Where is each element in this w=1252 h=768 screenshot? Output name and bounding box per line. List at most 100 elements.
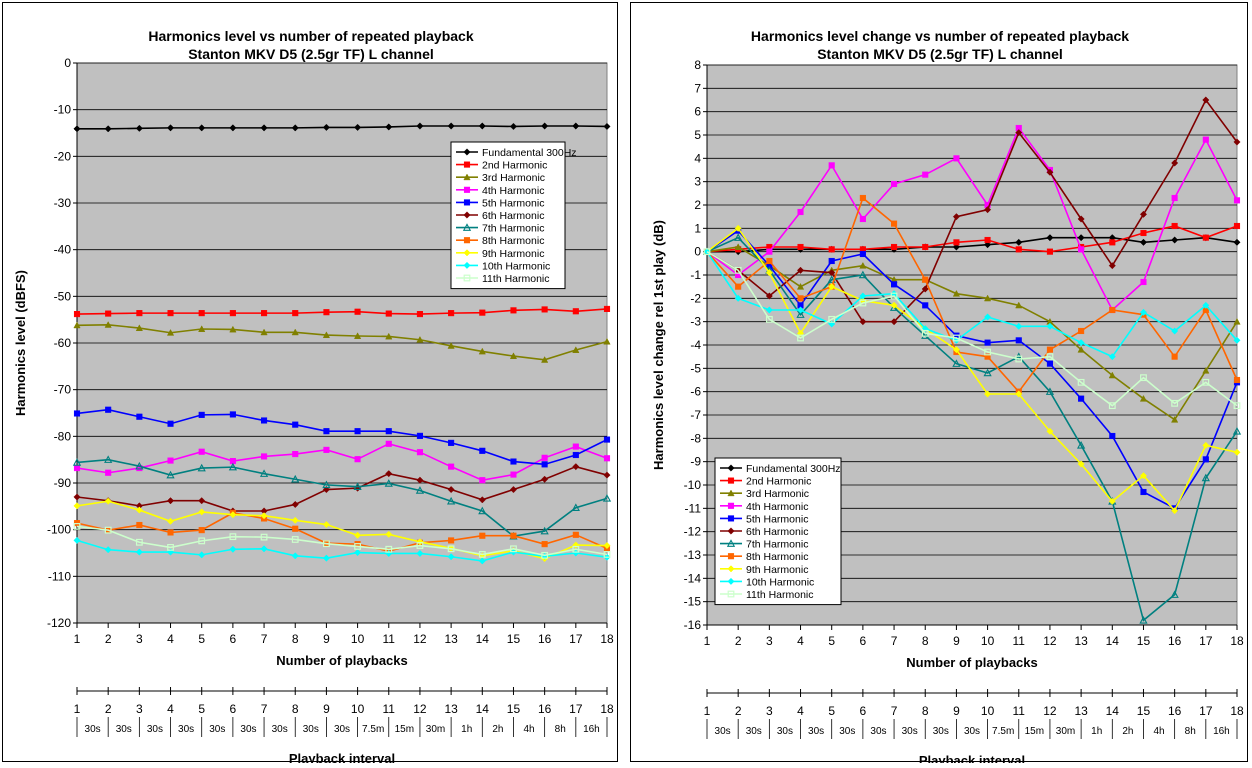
data-point: [984, 313, 992, 321]
data-point: [1201, 473, 1210, 482]
data-point: [415, 486, 425, 494]
data-point: [292, 451, 299, 458]
y-tick-label: -5: [690, 361, 701, 375]
y-tick-label: -15: [684, 595, 702, 609]
data-point: [572, 463, 580, 471]
interval-label: 1h: [1091, 726, 1102, 737]
data-point: [603, 305, 611, 312]
x-tick-label: 10: [351, 632, 365, 646]
data-point: [135, 124, 143, 132]
data-point: [1046, 353, 1054, 361]
data-point: [859, 318, 867, 326]
series-7: [72, 455, 612, 540]
data-point: [1045, 387, 1055, 395]
data-point: [1202, 96, 1210, 104]
data-point: [859, 292, 867, 300]
data-point: [448, 463, 455, 470]
data-point: [1171, 415, 1179, 423]
data-point: [416, 122, 424, 130]
legend-label: 4th Harmonic: [746, 501, 808, 513]
legend-marker: [727, 553, 735, 560]
y-tick-label: -13: [684, 548, 702, 562]
data-point: [891, 243, 898, 251]
data-point: [734, 294, 742, 302]
data-point: [73, 522, 81, 530]
y-tick-label: -50: [54, 289, 72, 303]
x-tick-label: 1: [74, 632, 81, 646]
data-point: [510, 471, 517, 478]
data-point: [447, 485, 455, 494]
legend-entry: 7th Harmonic: [456, 223, 544, 235]
data-point: [921, 329, 929, 337]
y-tick-label: -30: [54, 196, 72, 210]
data-point: [229, 511, 237, 519]
legend-label: 8th Harmonic: [746, 551, 808, 563]
legend-entry: 2nd Harmonic: [456, 160, 547, 172]
data-point: [479, 477, 486, 484]
legend-entry: 8th Harmonic: [456, 235, 544, 247]
data-point: [136, 413, 143, 420]
legend-label: 6th Harmonic: [746, 526, 808, 538]
data-point: [385, 332, 393, 340]
data-point: [478, 496, 486, 504]
x-tick-label: 3: [766, 634, 773, 648]
y-tick-label: -110: [48, 569, 71, 583]
data-point: [1046, 360, 1053, 367]
data-point: [416, 432, 423, 439]
interval-tick-label: 14: [1106, 704, 1120, 718]
data-point: [984, 236, 991, 244]
interval-label: 30s: [240, 724, 256, 735]
data-point: [703, 248, 711, 256]
data-point: [828, 162, 835, 169]
data-point: [73, 321, 81, 329]
data-point: [104, 455, 113, 463]
data-point: [859, 299, 867, 307]
legend-entry: Fundamental 300Hz: [456, 147, 577, 159]
series-10: [73, 536, 611, 565]
data-point: [1015, 301, 1023, 309]
data-point: [353, 482, 362, 490]
data-point: [291, 500, 299, 509]
data-point: [354, 456, 361, 463]
x-tick-label: 18: [600, 632, 614, 646]
interval-tick-label: 12: [413, 702, 427, 716]
interval-tick-label: 11: [383, 702, 396, 716]
legend-entry: 3rd Harmonic: [720, 488, 809, 500]
data-point: [891, 220, 898, 227]
x-tick-label: 7: [261, 632, 268, 646]
data-point: [1108, 497, 1116, 505]
data-point: [541, 122, 549, 130]
data-point: [1233, 238, 1241, 246]
x-tick-label: 4: [167, 632, 174, 646]
data-point: [797, 208, 804, 216]
series-line: [706, 227, 1238, 513]
interval-label: 30s: [116, 724, 132, 735]
y-tick-label: 3: [694, 175, 701, 189]
data-point: [572, 308, 579, 315]
data-point: [859, 215, 866, 223]
data-point: [603, 471, 611, 479]
legend-marker: [463, 148, 471, 156]
data-point: [1139, 210, 1148, 218]
interval-tick-label: 10: [981, 704, 995, 718]
interval-tick-label: 11: [1013, 704, 1026, 718]
data-point: [447, 122, 455, 130]
data-point: [322, 554, 330, 562]
data-point: [1139, 394, 1148, 402]
data-point: [952, 289, 961, 297]
data-point: [479, 447, 486, 454]
data-point: [1109, 306, 1116, 314]
legend-label: 2nd Harmonic: [746, 476, 811, 488]
data-point: [603, 337, 611, 345]
data-point: [541, 306, 548, 313]
legend-label: Fundamental 300Hz: [746, 463, 841, 475]
data-point: [1171, 507, 1179, 515]
legend-entry: 6th Harmonic: [720, 526, 808, 538]
data-point: [479, 532, 486, 539]
data-point: [858, 270, 868, 279]
interval-label: 30s: [933, 726, 949, 737]
data-point: [890, 301, 898, 309]
data-point: [73, 493, 81, 501]
data-point: [384, 479, 393, 487]
